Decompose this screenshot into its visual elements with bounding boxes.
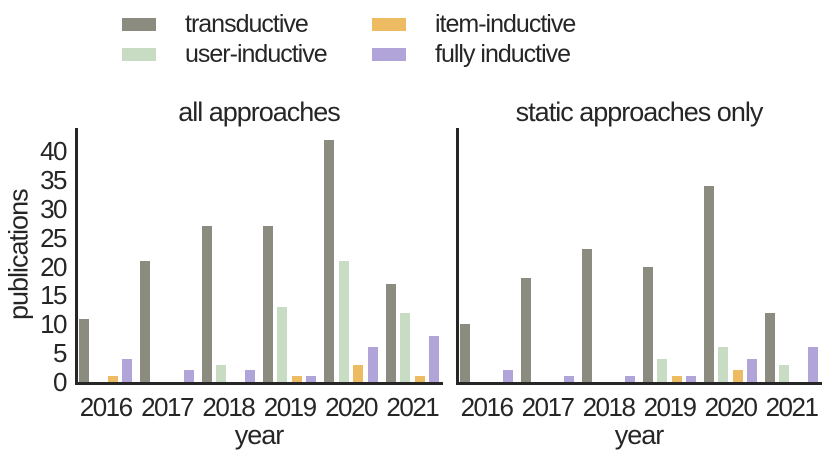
bar-item-inductive-2020 — [353, 364, 364, 382]
legend-item-transductive: transductive — [122, 9, 309, 38]
bar-fully-inductive-2018 — [244, 370, 255, 382]
y-tick-label-0: 0 — [53, 367, 67, 397]
legend-swatch-icon — [372, 17, 406, 31]
x-tick-label-2019: 2019 — [643, 392, 697, 422]
bar-fully-inductive-2020 — [747, 358, 758, 382]
bar-transductive-2017 — [520, 278, 531, 382]
x-tick-label-2016: 2016 — [460, 392, 514, 422]
bar-fully-inductive-2018 — [625, 376, 636, 382]
x-tick-label-2021: 2021 — [386, 392, 439, 422]
bar-transductive-2020 — [324, 139, 335, 382]
legend-swatch-icon — [372, 47, 406, 61]
bar-user-inductive-2020 — [338, 260, 349, 382]
x-tick-label-2016: 2016 — [79, 392, 133, 422]
bar-user-inductive-2019 — [657, 358, 668, 382]
bar-transductive-2021 — [764, 312, 775, 382]
x-tick-label-2020: 2020 — [704, 392, 758, 422]
y-tick-label-25: 25 — [40, 222, 67, 253]
bar-fully-inductive-2019 — [686, 376, 697, 382]
x-axis-spine — [456, 382, 822, 385]
y-tick-label-40: 40 — [40, 136, 67, 167]
chart-title-all-approaches: all approaches — [178, 97, 341, 127]
x-tick-label-2021: 2021 — [765, 392, 819, 422]
x-axis-label-all-approaches: year — [234, 420, 285, 450]
bar-transductive-2016 — [459, 324, 470, 382]
y-axis-spine — [75, 128, 78, 385]
bar-transductive-2018 — [581, 249, 592, 382]
bar-fully-inductive-2021 — [808, 347, 819, 382]
legend-item-user-inductive: user-inductive — [122, 39, 328, 68]
legend-item-item-inductive: item-inductive — [372, 9, 576, 38]
x-tick-label-2018: 2018 — [582, 392, 636, 422]
legend-label: item-inductive — [435, 9, 576, 38]
bar-fully-inductive-2021 — [428, 335, 439, 382]
bar-fully-inductive-2016 — [122, 358, 133, 382]
bar-item-inductive-2021 — [414, 376, 425, 382]
bar-item-inductive-2020 — [732, 370, 743, 382]
bar-fully-inductive-2020 — [367, 347, 378, 382]
x-tick-label-2019: 2019 — [263, 392, 317, 422]
x-tick-label-2018: 2018 — [202, 392, 255, 422]
plot-area-static-approaches-only — [456, 128, 822, 385]
bar-transductive-2020 — [703, 185, 714, 382]
bar-fully-inductive-2017 — [564, 376, 575, 382]
x-tick-label-2020: 2020 — [325, 392, 378, 422]
bar-user-inductive-2021 — [779, 364, 790, 382]
bar-fully-inductive-2017 — [183, 370, 194, 382]
bar-transductive-2019 — [642, 266, 653, 382]
x-axis-spine — [75, 382, 443, 385]
bar-fully-inductive-2019 — [306, 376, 317, 382]
y-axis-spine — [456, 128, 459, 385]
legend-label: fully inductive — [435, 39, 571, 68]
bar-item-inductive-2016 — [107, 376, 118, 382]
bar-fully-inductive-2016 — [503, 370, 514, 382]
legend-label: user-inductive — [185, 39, 328, 68]
legend-swatch-icon — [122, 47, 156, 61]
y-tick-label-10: 10 — [40, 309, 67, 340]
bar-user-inductive-2019 — [277, 306, 288, 382]
y-tick-label-35: 35 — [40, 164, 67, 195]
bar-transductive-2018 — [201, 226, 212, 382]
y-tick-label-30: 30 — [40, 193, 67, 224]
legend-swatch-icon — [122, 17, 156, 31]
bar-transductive-2019 — [263, 226, 274, 382]
bar-user-inductive-2018 — [216, 364, 227, 382]
x-tick-label-2017: 2017 — [521, 392, 575, 422]
bar-transductive-2016 — [79, 318, 90, 382]
bar-transductive-2017 — [140, 260, 151, 382]
bar-item-inductive-2019 — [671, 376, 682, 382]
bar-user-inductive-2021 — [400, 312, 411, 382]
plot-area-all-approaches — [75, 128, 443, 385]
bar-user-inductive-2020 — [718, 347, 729, 382]
x-axis-label-static-approaches-only: year — [614, 420, 665, 450]
y-tick-label-5: 5 — [53, 338, 67, 369]
y-tick-label-20: 20 — [40, 251, 67, 282]
bar-item-inductive-2019 — [291, 376, 302, 382]
chart-title-static-approaches-only: static approaches only — [515, 97, 764, 127]
legend-item-fully-inductive: fully inductive — [372, 39, 571, 68]
x-tick-label-2017: 2017 — [141, 392, 194, 422]
legend-label: transductive — [185, 9, 309, 38]
y-tick-label-15: 15 — [40, 280, 67, 311]
bar-transductive-2021 — [385, 283, 396, 382]
